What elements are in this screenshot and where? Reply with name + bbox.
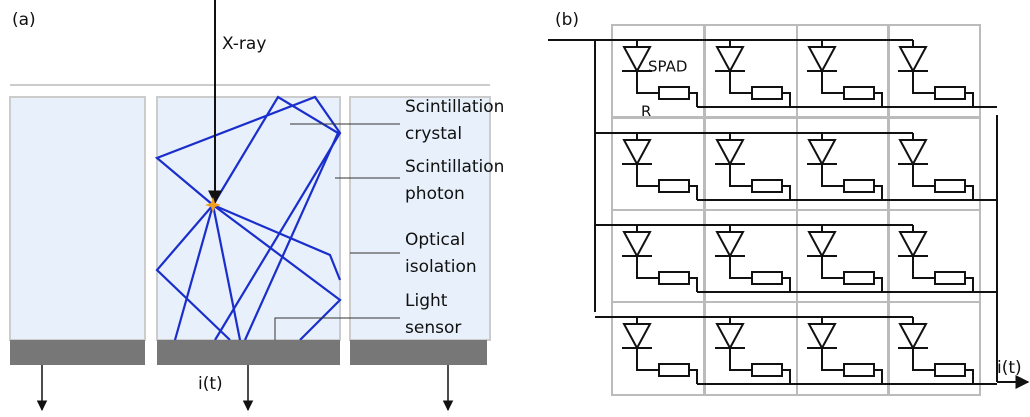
bus <box>548 40 595 312</box>
sensor <box>350 340 487 365</box>
diode <box>809 232 835 256</box>
current-label: i(t) <box>997 358 1022 378</box>
wire <box>689 278 697 292</box>
wire <box>689 93 697 107</box>
diode <box>809 140 835 164</box>
wire <box>637 348 659 370</box>
callout-label: Scintillation <box>405 97 504 117</box>
current-label: i(t) <box>198 374 223 394</box>
wire <box>782 186 790 200</box>
resistor <box>752 364 782 376</box>
wire <box>730 348 752 370</box>
panel-a: (a) X-ray i(t) Scintillation crystal Scint… <box>10 0 504 410</box>
wire <box>874 278 882 292</box>
resistor <box>752 272 782 284</box>
callout-label: isolation <box>405 257 477 277</box>
xray-label: X-ray <box>222 34 266 54</box>
wire <box>913 256 935 278</box>
wire <box>822 71 844 93</box>
diode <box>717 232 743 256</box>
resistor <box>935 180 965 192</box>
resistor <box>752 87 782 99</box>
callout-label: Light <box>405 291 448 311</box>
wire <box>822 348 844 370</box>
diode <box>624 324 650 348</box>
diode <box>809 47 835 71</box>
diode <box>717 47 743 71</box>
panel-b: (b) SPAD R i(t) <box>548 10 1028 395</box>
wire <box>965 278 973 292</box>
wire <box>730 164 752 186</box>
resistor <box>659 180 689 192</box>
callout-label: crystal <box>405 124 462 144</box>
wire <box>637 256 659 278</box>
callout-label: sensor <box>405 318 461 338</box>
diode <box>900 140 926 164</box>
resistor <box>752 180 782 192</box>
wire <box>874 186 882 200</box>
callout-label: Scintillation <box>405 157 504 177</box>
resistor <box>935 364 965 376</box>
wire <box>913 71 935 93</box>
resistor <box>844 87 874 99</box>
resistor <box>935 87 965 99</box>
wire <box>782 278 790 292</box>
sensor <box>157 340 340 365</box>
resistor <box>844 364 874 376</box>
diode <box>900 47 926 71</box>
wire <box>730 256 752 278</box>
resistor <box>844 272 874 284</box>
spad-label: SPAD <box>648 58 687 76</box>
diode <box>624 140 650 164</box>
figure: (a) X-ray i(t) Scintillation crystal Scint… <box>0 0 1030 417</box>
callout-label: Optical <box>405 230 465 250</box>
panel-tag: (b) <box>555 10 579 30</box>
wire <box>965 93 973 107</box>
wire <box>965 186 973 200</box>
wire <box>637 164 659 186</box>
wire <box>822 164 844 186</box>
diode <box>624 232 650 256</box>
wire <box>689 370 697 384</box>
diode <box>717 324 743 348</box>
wire <box>782 370 790 384</box>
sensor <box>10 340 145 365</box>
wire <box>913 164 935 186</box>
resistor <box>659 87 689 99</box>
resistor <box>844 180 874 192</box>
panel-tag: (a) <box>12 10 36 30</box>
wire <box>913 348 935 370</box>
page: (a) X-ray i(t) Scintillation crystal Scint… <box>0 0 1030 417</box>
wire <box>874 370 882 384</box>
resistor <box>659 272 689 284</box>
wire <box>689 186 697 200</box>
crystal <box>10 97 145 340</box>
diode <box>900 232 926 256</box>
resistor <box>659 364 689 376</box>
diode <box>717 140 743 164</box>
wire <box>965 370 973 384</box>
wire <box>822 256 844 278</box>
diode <box>900 324 926 348</box>
diode <box>809 324 835 348</box>
wire <box>874 93 882 107</box>
wire <box>730 71 752 93</box>
callout-label: photon <box>405 184 465 204</box>
wire <box>782 93 790 107</box>
resistor <box>935 272 965 284</box>
diode <box>624 47 650 71</box>
